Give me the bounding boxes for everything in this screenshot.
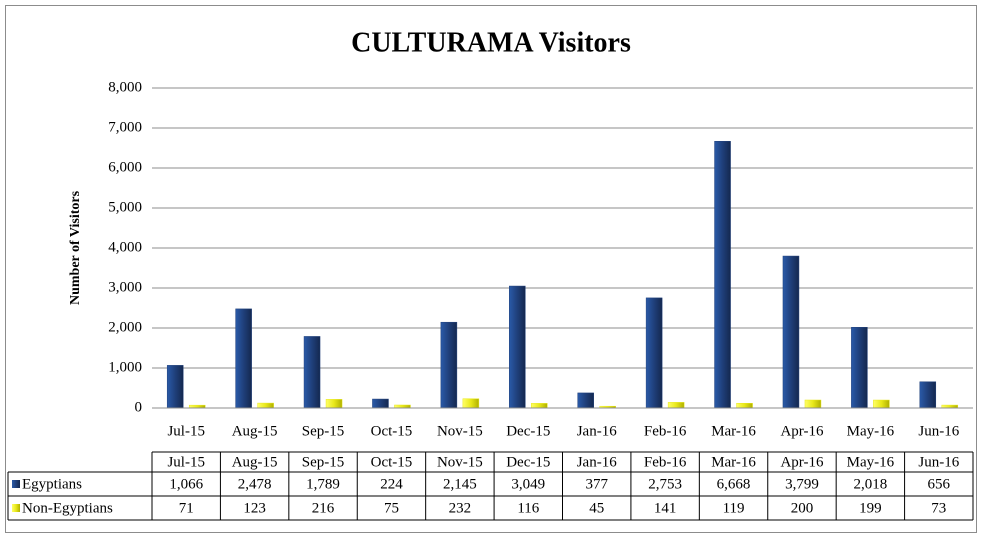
chart-title: CULTURAMA Visitors [351, 27, 631, 58]
y-tick-label: 6,000 [108, 159, 142, 175]
table-cell: 199 [859, 500, 882, 516]
y-tick-label: 7,000 [108, 119, 142, 135]
bar [166, 365, 184, 409]
table-cell: 73 [931, 500, 946, 516]
x-tick-label: Mar-16 [711, 423, 756, 439]
legend-label: Non-Egyptians [22, 500, 113, 516]
table-cell: 6,668 [717, 476, 751, 492]
chart-border [5, 5, 977, 533]
table-header: Jul-15 [167, 454, 205, 470]
table-cell: 45 [589, 500, 604, 516]
y-tick-label: 0 [135, 399, 143, 415]
y-tick-label: 4,000 [108, 239, 142, 255]
bar [714, 141, 731, 409]
table-cell: 224 [380, 476, 403, 492]
x-tick-label: Nov-15 [437, 423, 483, 439]
table-header: Jan-16 [577, 454, 617, 470]
table-header: Apr-16 [780, 454, 824, 470]
bar [736, 402, 753, 409]
table-header: Dec-15 [506, 454, 550, 470]
y-tick-label: 5,000 [108, 199, 142, 215]
x-tick-label: Sep-15 [302, 423, 345, 439]
y-axis-label: Number of Visitors [68, 190, 83, 305]
table-header: Nov-15 [437, 454, 483, 470]
bar [235, 308, 252, 409]
x-tick-label: Jul-15 [167, 423, 205, 439]
table-cell: 1,789 [306, 476, 340, 492]
x-tick-label: Dec-15 [506, 423, 550, 439]
table-cell: 123 [243, 500, 266, 516]
bar [257, 402, 274, 409]
bar [919, 381, 937, 409]
bar [782, 255, 800, 409]
bar [325, 399, 343, 409]
table-cell: 3,049 [511, 476, 545, 492]
bar [667, 402, 685, 409]
table-cell: 2,018 [854, 476, 888, 492]
x-tick-label: Jun-16 [918, 423, 959, 439]
legend-key [12, 504, 20, 512]
table-header: May-16 [847, 454, 895, 470]
x-tick-label: May-16 [847, 423, 895, 439]
table-cell: 116 [517, 500, 539, 516]
y-tick-label: 3,000 [108, 279, 142, 295]
table-cell: 3,799 [785, 476, 819, 492]
bar [509, 285, 526, 409]
bar [462, 398, 480, 409]
table-cell: 141 [654, 500, 677, 516]
x-tick-label: Apr-16 [780, 423, 824, 439]
table-cell: 216 [312, 500, 335, 516]
bar [577, 392, 594, 409]
legend-key [12, 480, 20, 488]
table-cell: 119 [723, 500, 745, 516]
table-cell: 232 [449, 500, 472, 516]
table-header: Sep-15 [302, 454, 345, 470]
x-tick-label: Oct-15 [371, 423, 413, 439]
table-cell: 377 [585, 476, 608, 492]
bar [531, 403, 548, 409]
table-header: Feb-16 [644, 454, 687, 470]
x-tick-label: Aug-15 [232, 423, 278, 439]
bar [440, 321, 458, 409]
bar [645, 297, 663, 409]
table-cell: 2,145 [443, 476, 477, 492]
table-header: Aug-15 [232, 454, 278, 470]
bar [303, 336, 321, 409]
y-tick-label: 2,000 [108, 319, 142, 335]
y-tick-label: 1,000 [108, 359, 142, 375]
table-header: Mar-16 [711, 454, 756, 470]
table-cell: 71 [179, 500, 194, 516]
table-cell: 200 [791, 500, 814, 516]
legend-label: Egyptians [22, 476, 82, 492]
x-tick-label: Feb-16 [644, 423, 687, 439]
bar [372, 398, 389, 409]
y-tick-label: 8,000 [108, 79, 142, 95]
table-cell: 2,478 [238, 476, 272, 492]
bar [804, 399, 822, 409]
bar [873, 399, 890, 409]
bar [851, 327, 868, 409]
table-cell: 2,753 [648, 476, 682, 492]
table-cell: 656 [928, 476, 951, 492]
table-cell: 75 [384, 500, 399, 516]
table-header: Jun-16 [918, 454, 959, 470]
table-cell: 1,066 [169, 476, 203, 492]
x-tick-label: Jan-16 [577, 423, 617, 439]
table-header: Oct-15 [371, 454, 413, 470]
